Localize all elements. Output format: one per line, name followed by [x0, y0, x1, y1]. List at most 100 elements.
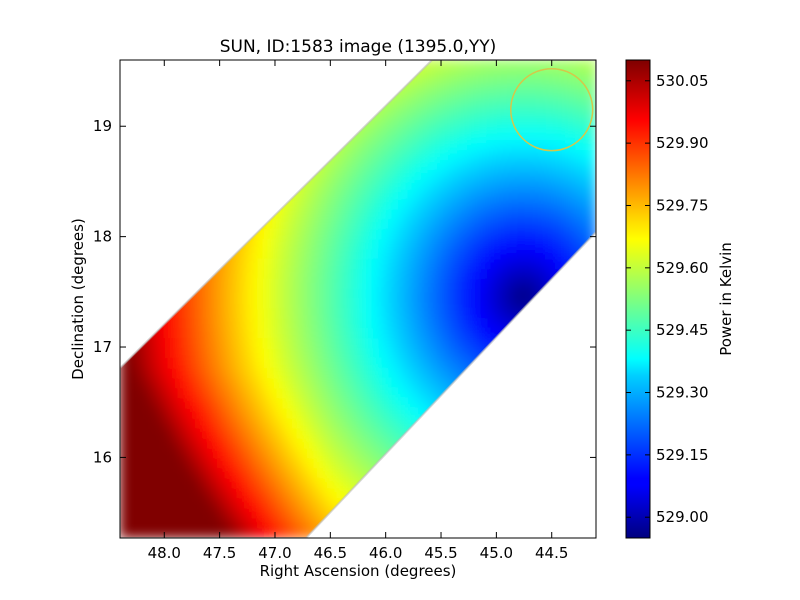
heatmap-cell: [545, 188, 557, 200]
x-tick-label: 48.0: [148, 544, 181, 562]
heatmap-cell: [198, 328, 210, 340]
heatmap-cell: [228, 368, 240, 380]
heatmap-cell: [278, 368, 290, 380]
heatmap-cell: [139, 507, 151, 519]
heatmap-cell: [288, 457, 299, 469]
heatmap-cell: [407, 119, 418, 131]
heatmap-cell: [218, 467, 230, 479]
heatmap-cell: [248, 288, 260, 300]
heatmap-cell: [188, 507, 200, 519]
heatmap-cell: [417, 139, 428, 151]
heatmap-cell: [496, 99, 508, 111]
heatmap-cell: [327, 437, 339, 449]
heatmap-cell: [129, 378, 141, 390]
heatmap-cell: [278, 218, 290, 230]
heatmap-cell: [238, 278, 250, 290]
heatmap-cell: [397, 129, 409, 141]
heatmap-cell: [536, 119, 547, 131]
heatmap-cell: [357, 228, 369, 240]
heatmap-cell: [436, 328, 448, 340]
heatmap-cell: [426, 159, 438, 171]
heatmap-cell: [496, 308, 508, 320]
heatmap-cell: [248, 507, 260, 519]
heatmap-cell: [575, 198, 587, 210]
heatmap-cell: [516, 268, 528, 280]
heatmap-cell: [268, 527, 280, 538]
heatmap-cell: [486, 60, 498, 71]
heatmap-cell: [417, 238, 428, 250]
heatmap-cell: [307, 258, 319, 270]
heatmap-cell: [169, 398, 180, 410]
heatmap-cell: [179, 348, 190, 360]
heatmap-cell: [575, 238, 587, 250]
heatmap-cell: [120, 487, 131, 499]
heatmap-cell: [476, 228, 488, 240]
heatmap-cell: [327, 358, 339, 370]
heatmap-cell: [555, 99, 567, 111]
heatmap-cell: [407, 388, 418, 400]
heatmap-cell: [456, 198, 468, 210]
heatmap-cell: [129, 517, 141, 529]
heatmap-cell: [446, 188, 458, 200]
heatmap-cell: [357, 378, 369, 390]
heatmap-cell: [407, 198, 418, 210]
heatmap-cell: [367, 208, 379, 220]
heatmap-cell: [129, 457, 141, 469]
heatmap-cell: [278, 517, 290, 529]
heatmap-cell: [357, 338, 369, 350]
heatmap-cell: [327, 338, 339, 350]
heatmap-cell: [218, 388, 230, 400]
heatmap-cell: [436, 298, 448, 310]
heatmap-cell: [198, 368, 210, 380]
heatmap-cell: [516, 139, 528, 151]
heatmap-cell: [367, 159, 379, 171]
heatmap-cell: [208, 497, 220, 509]
heatmap-cell: [288, 268, 299, 280]
heatmap-cell: [258, 517, 270, 529]
heatmap-cell: [278, 467, 290, 479]
heatmap-cell: [188, 427, 200, 439]
heatmap-cell: [258, 457, 270, 469]
heatmap-cell: [536, 218, 547, 230]
heatmap-cell: [317, 308, 329, 320]
heatmap-cell: [466, 288, 478, 300]
heatmap-cell: [248, 457, 260, 469]
heatmap-cell: [377, 427, 389, 439]
heatmap-cell: [436, 198, 448, 210]
heatmap-cell: [307, 517, 319, 529]
heatmap-cell: [426, 258, 438, 270]
heatmap-cell: [238, 298, 250, 310]
heatmap-cell: [397, 388, 409, 400]
heatmap-cell: [387, 258, 399, 270]
heatmap-cell: [367, 427, 379, 439]
heatmap-cell: [228, 447, 240, 459]
heatmap-cell: [357, 278, 369, 290]
heatmap-cell: [268, 288, 280, 300]
heatmap-cell: [496, 179, 508, 190]
heatmap-cell: [129, 408, 141, 419]
heatmap-cell: [327, 447, 339, 459]
heatmap-cell: [298, 198, 309, 210]
heatmap-cell: [218, 437, 230, 449]
heatmap-cell: [238, 368, 250, 380]
heatmap-cell: [377, 208, 389, 220]
heatmap-cell: [248, 427, 260, 439]
heatmap-cell: [188, 298, 200, 310]
heatmap-cell: [407, 169, 418, 180]
heatmap-cell: [347, 418, 359, 429]
heatmap-cell: [238, 427, 250, 439]
heatmap-cell: [486, 228, 498, 240]
heatmap-cell: [188, 388, 200, 400]
heatmap-cell: [506, 188, 518, 200]
heatmap-cell: [387, 408, 399, 419]
heatmap-cell: [456, 179, 468, 190]
heatmap-cell: [258, 437, 270, 449]
heatmap-cell: [387, 248, 399, 260]
heatmap-cell: [456, 89, 468, 101]
heatmap-cell: [407, 288, 418, 300]
heatmap-cell: [268, 427, 280, 439]
heatmap-cell: [129, 358, 141, 370]
heatmap-cell: [555, 228, 567, 240]
heatmap-cell: [288, 487, 299, 499]
heatmap-cell: [397, 218, 409, 230]
